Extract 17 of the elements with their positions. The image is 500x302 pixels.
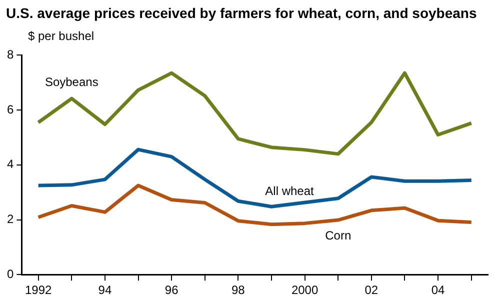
y-tick-label: 6: [6, 102, 14, 116]
y-axis-title: $ per bushel: [27, 28, 96, 45]
series-label: All wheat: [265, 184, 314, 198]
x-tick-label: 94: [98, 283, 112, 298]
series-label: Corn: [325, 228, 352, 242]
y-tick-label: 2: [6, 212, 14, 226]
x-tick-label: 96: [164, 283, 179, 298]
x-tick-label: 2000: [291, 283, 318, 298]
y-tick-label: 8: [6, 48, 14, 62]
x-tick-label: 1992: [24, 283, 52, 298]
y-tick-label: 4: [6, 157, 14, 172]
x-tick-label: 98: [232, 283, 246, 298]
x-tick-label: 04: [431, 283, 446, 298]
y-tick-label: 0: [6, 266, 14, 281]
x-tick-label: 02: [364, 283, 378, 298]
chart-title: U.S. average prices received by farmers for wheat, corn, and soybeans: [5, 4, 478, 23]
series-label: Soybeans: [44, 74, 98, 89]
